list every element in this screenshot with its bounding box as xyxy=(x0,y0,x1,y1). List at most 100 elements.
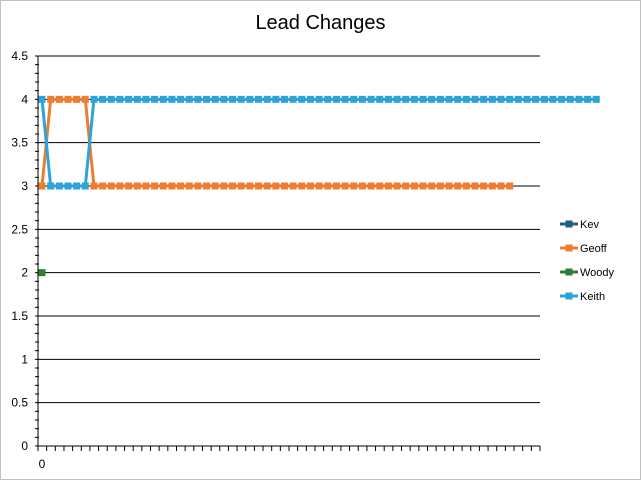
data-point-geoff xyxy=(393,182,401,190)
data-point-geoff xyxy=(133,182,141,190)
data-point-geoff xyxy=(38,182,46,190)
data-point-keith xyxy=(229,95,237,103)
data-point-keith xyxy=(47,182,55,190)
data-point-keith xyxy=(298,95,306,103)
data-point-keith xyxy=(125,95,133,103)
data-point-keith xyxy=(471,95,479,103)
data-point-keith xyxy=(436,95,444,103)
data-point-geoff xyxy=(90,182,98,190)
data-point-keith xyxy=(454,95,462,103)
legend-label-geoff: Geoff xyxy=(580,243,608,255)
data-point-keith xyxy=(514,95,522,103)
data-point-geoff xyxy=(280,182,288,190)
data-point-geoff xyxy=(462,182,470,190)
data-point-geoff xyxy=(419,182,427,190)
data-point-geoff xyxy=(99,182,107,190)
data-point-keith xyxy=(306,95,314,103)
y-tick-label: 4.5 xyxy=(11,49,28,63)
data-point-keith xyxy=(506,95,514,103)
data-point-geoff xyxy=(384,182,392,190)
data-point-keith xyxy=(480,95,488,103)
data-point-woody xyxy=(38,269,46,277)
data-point-geoff xyxy=(159,182,167,190)
data-point-geoff xyxy=(229,182,237,190)
data-point-keith xyxy=(402,95,410,103)
y-tick-label: 1 xyxy=(21,352,28,366)
data-point-geoff xyxy=(185,182,193,190)
data-point-keith xyxy=(280,95,288,103)
data-point-keith xyxy=(99,95,107,103)
data-point-geoff xyxy=(272,182,280,190)
data-point-geoff xyxy=(358,182,366,190)
data-point-keith xyxy=(497,95,505,103)
data-point-keith xyxy=(90,95,98,103)
data-point-keith xyxy=(73,182,81,190)
data-point-keith xyxy=(289,95,297,103)
data-point-keith xyxy=(142,95,150,103)
data-point-geoff xyxy=(177,182,185,190)
data-point-geoff xyxy=(107,182,115,190)
data-point-geoff xyxy=(194,182,202,190)
data-point-keith xyxy=(107,95,115,103)
data-point-geoff xyxy=(298,182,306,190)
data-point-geoff xyxy=(289,182,297,190)
data-point-geoff xyxy=(116,182,124,190)
data-point-keith xyxy=(64,182,72,190)
data-point-geoff xyxy=(332,182,340,190)
data-point-geoff xyxy=(341,182,349,190)
data-point-geoff xyxy=(55,95,63,103)
data-point-geoff xyxy=(255,182,263,190)
data-point-keith xyxy=(133,95,141,103)
data-point-keith xyxy=(55,182,63,190)
data-point-geoff xyxy=(410,182,418,190)
y-tick-label: 3.5 xyxy=(11,136,28,150)
legend-label-keith: Keith xyxy=(580,291,605,303)
data-point-keith xyxy=(177,95,185,103)
data-point-keith xyxy=(159,95,167,103)
data-point-keith xyxy=(116,95,124,103)
legend-marker-woody xyxy=(565,268,573,276)
data-point-keith xyxy=(393,95,401,103)
data-point-geoff xyxy=(367,182,375,190)
data-point-keith xyxy=(168,95,176,103)
data-point-keith xyxy=(445,95,453,103)
data-point-keith xyxy=(523,95,531,103)
data-point-keith xyxy=(462,95,470,103)
y-tick-label: 0.5 xyxy=(11,396,28,410)
data-point-keith xyxy=(549,95,557,103)
data-point-geoff xyxy=(168,182,176,190)
data-point-geoff xyxy=(237,182,245,190)
data-point-keith xyxy=(540,95,548,103)
data-point-keith xyxy=(203,95,211,103)
data-point-geoff xyxy=(151,182,159,190)
data-point-geoff xyxy=(402,182,410,190)
data-point-keith xyxy=(315,95,323,103)
data-point-keith xyxy=(324,95,332,103)
data-point-geoff xyxy=(445,182,453,190)
data-point-geoff xyxy=(324,182,332,190)
data-point-keith xyxy=(584,95,592,103)
data-point-keith xyxy=(272,95,280,103)
data-point-geoff xyxy=(125,182,133,190)
data-point-geoff xyxy=(454,182,462,190)
data-point-geoff xyxy=(436,182,444,190)
data-point-geoff xyxy=(47,95,55,103)
data-point-keith xyxy=(332,95,340,103)
data-point-geoff xyxy=(506,182,514,190)
chart-title: Lead Changes xyxy=(255,12,386,34)
y-tick-label: 0 xyxy=(21,439,28,453)
y-tick-label: 4 xyxy=(21,92,28,106)
data-point-keith xyxy=(194,95,202,103)
data-point-geoff xyxy=(263,182,271,190)
data-point-geoff xyxy=(246,182,254,190)
data-point-keith xyxy=(410,95,418,103)
data-point-keith xyxy=(428,95,436,103)
data-point-keith xyxy=(350,95,358,103)
data-point-geoff xyxy=(142,182,150,190)
data-point-keith xyxy=(358,95,366,103)
data-point-keith xyxy=(532,95,540,103)
data-point-geoff xyxy=(428,182,436,190)
data-point-keith xyxy=(81,182,89,190)
data-point-keith xyxy=(575,95,583,103)
